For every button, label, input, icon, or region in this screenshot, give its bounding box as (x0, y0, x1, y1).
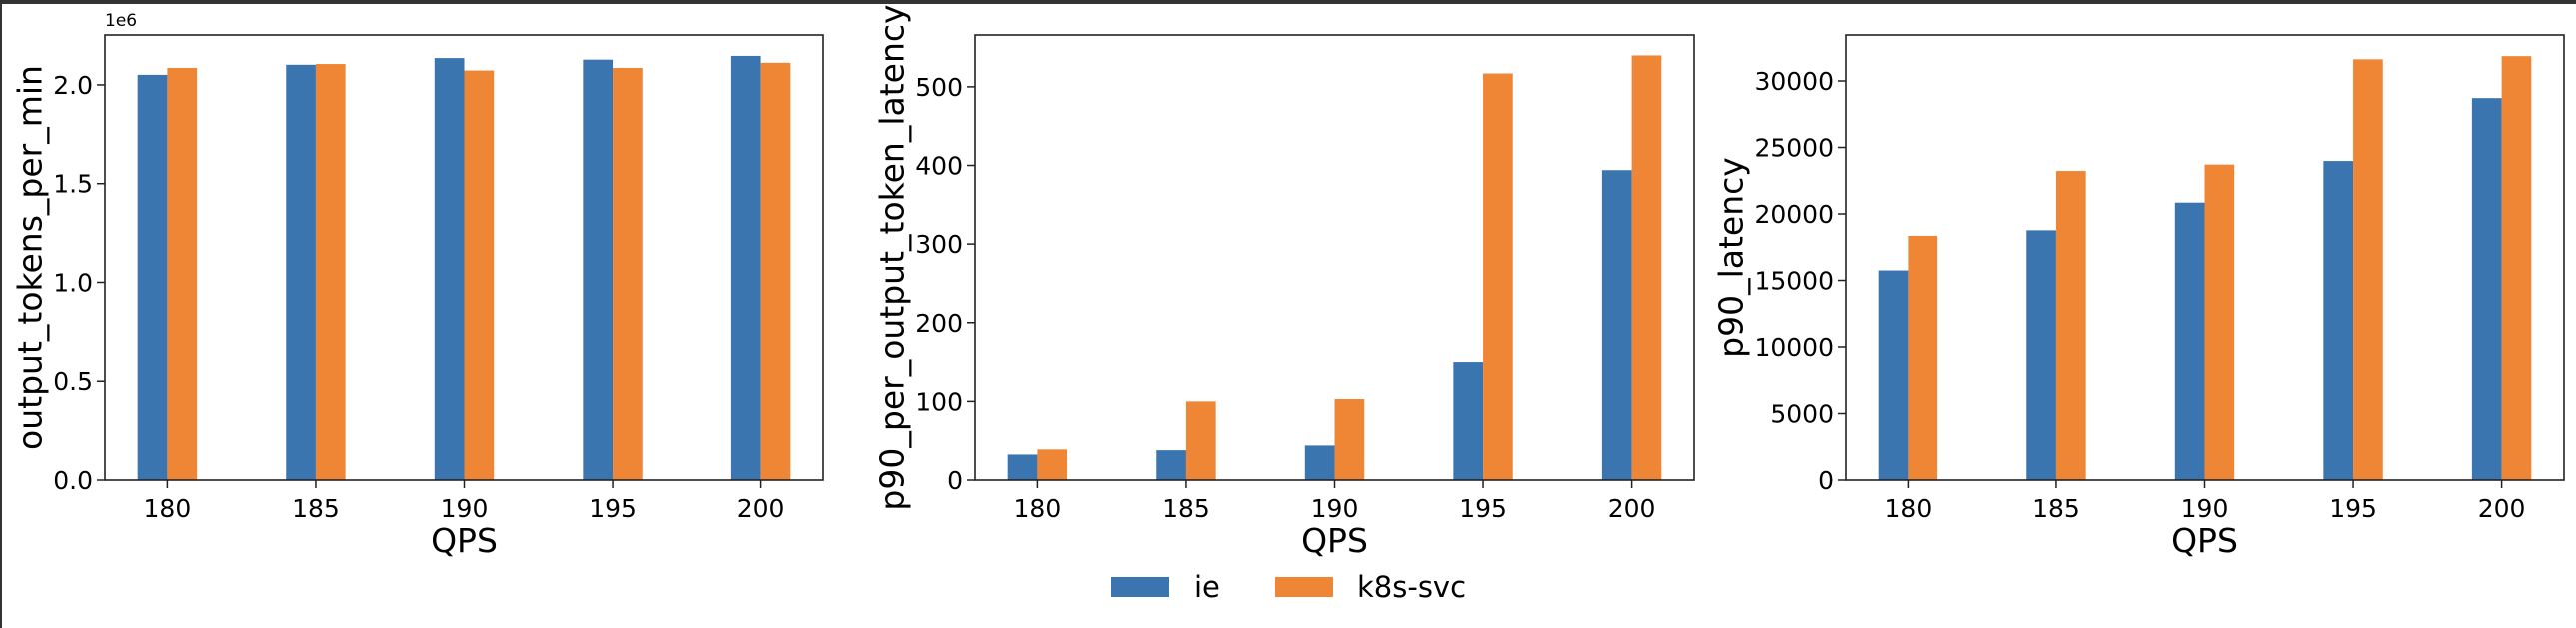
window-top-border (0, 0, 2576, 4)
window-left-border (0, 0, 2, 628)
x-tick-label: 190 (441, 494, 489, 523)
x-tick-label: 195 (1459, 494, 1507, 523)
x-axis-label: QPS (2171, 521, 2238, 560)
chart-2: 180 185 190 195 200 0 100 200 300 400 500 QPS p90_pe… (873, 4, 1695, 560)
x-tick-label: 180 (1014, 494, 1062, 523)
y-axis-label: output_tokens_per_min (11, 65, 50, 450)
bar-ie-185 (2026, 230, 2056, 480)
y-tick-label: 15000 (1754, 267, 1834, 296)
bar-ie-190 (1304, 445, 1335, 480)
bar-k8s-svc-180 (1037, 449, 1068, 480)
y-tick-label: 100 (915, 387, 963, 416)
bar-k8s-svc-190 (1334, 399, 1365, 480)
bar-ie-195 (583, 59, 614, 481)
bar-ie-190 (2174, 202, 2205, 480)
y-tick-label: 0 (1818, 466, 1834, 495)
legend-swatch-ie (1111, 577, 1169, 597)
bar-ie-195 (1453, 362, 1484, 480)
y-tick-label: 0.5 (53, 367, 93, 396)
y-tick-label: 20000 (1754, 200, 1834, 229)
y-axis-label: p90_latency (1712, 157, 1751, 358)
x-axis-label: QPS (431, 521, 498, 560)
x-tick-label: 195 (2329, 494, 2377, 523)
bar-k8s-svc-185 (2055, 171, 2086, 480)
bar-ie-180 (1878, 270, 1909, 480)
x-tick-label: 185 (1162, 494, 1210, 523)
bar-ie-200 (2471, 98, 2502, 480)
legend-swatch-k8s-svc (1275, 577, 1333, 597)
y-tick-label: 25000 (1754, 134, 1834, 163)
y-tick-label: 2.0 (53, 71, 93, 100)
y-tick-label: 200 (915, 309, 963, 338)
y-axis-label: p90_per_output_token_latency (873, 4, 912, 510)
x-tick-label: 185 (292, 494, 340, 523)
x-tick-label: 200 (1608, 494, 1656, 523)
bar-k8s-svc-195 (2353, 59, 2383, 481)
legend-label-k8s-svc: k8s-svc (1357, 570, 1466, 604)
y-tick-label: 500 (915, 73, 963, 102)
bar-k8s-svc-195 (1483, 73, 1513, 481)
x-tick-label: 200 (2478, 494, 2526, 523)
bar-ie-200 (730, 55, 761, 481)
y-tick-label: 0.0 (53, 466, 93, 495)
chart-3: 180 185 190 195 200 0 5000 10000 15000 20000 25000… (1712, 34, 2565, 560)
bar-k8s-svc-200 (2501, 56, 2532, 480)
bar-k8s-svc-185 (1185, 401, 1216, 480)
bar-k8s-svc-200 (760, 62, 791, 480)
bar-ie-180 (137, 74, 168, 480)
y-tick-label: 1.5 (53, 170, 93, 199)
legend-label-ie: ie (1194, 570, 1220, 604)
bar-k8s-svc-180 (167, 67, 198, 480)
x-tick-label: 180 (1885, 494, 1932, 523)
x-axis-label: QPS (1301, 521, 1368, 560)
y-tick-label: 400 (915, 152, 963, 181)
x-tick-label: 185 (2032, 494, 2080, 523)
y-tick-label: 0 (947, 466, 963, 495)
y-tick-label: 300 (915, 230, 963, 259)
bar-k8s-svc-200 (1631, 55, 1662, 480)
x-tick-label: 195 (589, 494, 637, 523)
bar-ie-185 (1156, 450, 1186, 480)
bar-k8s-svc-195 (613, 67, 643, 480)
y-tick-label: 30000 (1754, 67, 1834, 96)
bar-k8s-svc-180 (1908, 235, 1938, 480)
bar-k8s-svc-190 (2204, 164, 2235, 481)
x-tick-label: 180 (144, 494, 192, 523)
y-tick-label: 1.0 (53, 268, 93, 297)
bar-ie-190 (434, 58, 465, 480)
bar-k8s-svc-190 (464, 70, 495, 480)
legend: ie k8s-svc (1111, 570, 1466, 604)
x-tick-label: 190 (2181, 494, 2229, 523)
x-tick-label: 190 (1311, 494, 1359, 523)
x-tick-label: 200 (737, 494, 785, 523)
bar-ie-180 (1007, 454, 1038, 480)
y-tick-label: 5000 (1770, 400, 1834, 429)
chart-1: 180 185 190 195 200 0.0 0.5 1.0 1.5 2.0 1e6 QPS outp… (11, 11, 824, 560)
bar-k8s-svc-185 (315, 64, 346, 481)
bar-ie-195 (2323, 161, 2354, 480)
y-tick-label: 10000 (1754, 333, 1834, 362)
bar-ie-185 (286, 64, 316, 480)
bar-ie-200 (1601, 170, 1632, 480)
y-offset-label: 1e6 (105, 11, 137, 31)
